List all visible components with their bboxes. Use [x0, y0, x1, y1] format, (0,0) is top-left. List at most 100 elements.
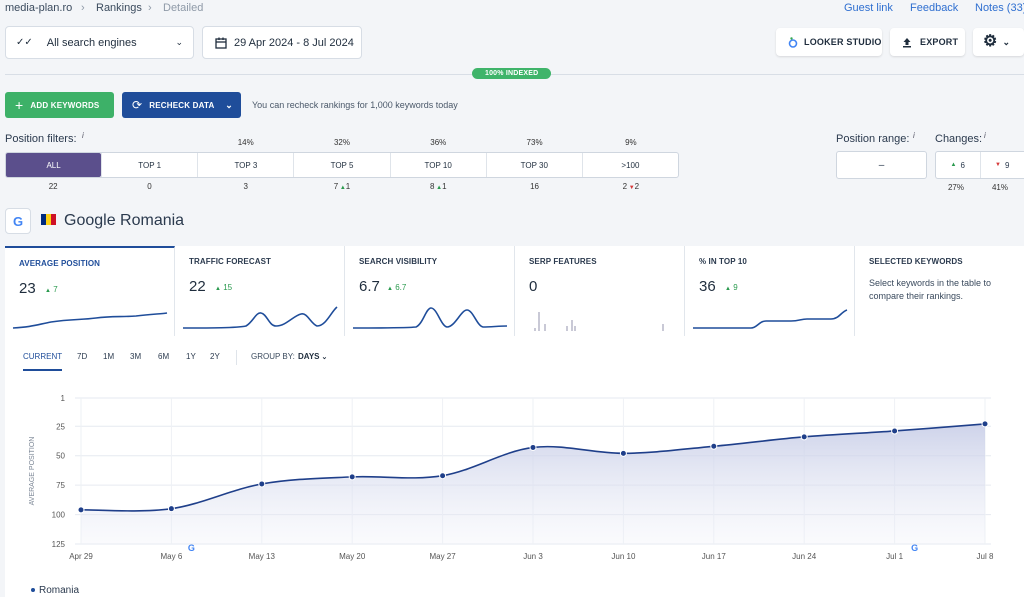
metric-serp-features[interactable]: SERP FEATURES 0 — [515, 246, 685, 336]
chevron-down-icon: ⌄ — [175, 37, 183, 47]
period-tab-6m[interactable]: 6M — [158, 352, 170, 361]
active-tab-underline — [23, 369, 62, 371]
data-point[interactable] — [348, 473, 356, 481]
metric-search-visibility[interactable]: SEARCH VISIBILITY 6.7 ▲ 6.7 — [345, 246, 515, 336]
feedback-link[interactable]: Feedback — [910, 2, 959, 14]
metrics-row: AVERAGE POSITION 23 ▲ 7 TRAFFIC FORECAST… — [5, 246, 1024, 336]
arrow-down-icon: ▼ — [995, 162, 1001, 168]
group-by-label: GROUP BY: — [251, 352, 295, 361]
period-tab-3m[interactable]: 3M — [130, 352, 142, 361]
recheck-data-button[interactable]: ⟳ RECHECK DATA ⌄ — [122, 92, 241, 118]
selected-keywords-panel: SELECTED KEYWORDS Select keywords in the… — [855, 246, 1024, 336]
metric-sparkline — [352, 307, 508, 329]
data-point[interactable] — [710, 442, 718, 450]
position-range-input[interactable]: – — [836, 151, 927, 179]
metric-percent-top10[interactable]: % IN TOP 10 36 ▲ 9 — [685, 246, 855, 336]
notes-link[interactable]: Notes (33) — [975, 2, 1024, 14]
position-filter-100[interactable]: >100 — [581, 153, 678, 177]
changes-down-filter[interactable]: ▼ 9 — [981, 152, 1024, 178]
period-tab-1y[interactable]: 1Y — [186, 352, 196, 361]
y-tick-label: 1 — [61, 394, 66, 403]
engine-title: Google Romania — [64, 212, 185, 229]
data-point[interactable] — [529, 443, 537, 451]
x-tick-label: May 13 — [249, 552, 276, 561]
position-filter-top5[interactable]: TOP 5 — [293, 153, 389, 177]
google-update-icon[interactable]: G — [911, 543, 918, 553]
data-point[interactable] — [891, 427, 899, 435]
breadcrumb-separator-icon: › — [81, 2, 85, 14]
data-point[interactable] — [800, 433, 808, 441]
position-filter-count: 8 ▲1 — [418, 182, 458, 191]
double-check-icon: ✓✓ — [16, 37, 33, 48]
breadcrumb-project[interactable]: media-plan.ro — [5, 2, 73, 14]
looker-studio-button[interactable]: LOOKER STUDIO — [776, 28, 882, 56]
google-update-icon[interactable]: G — [188, 543, 195, 553]
guest-link[interactable]: Guest link — [844, 2, 893, 14]
looker-studio-icon — [788, 36, 798, 48]
refresh-icon: ⟳ — [132, 98, 143, 112]
y-tick-label: 75 — [56, 481, 65, 490]
group-by-select[interactable]: DAYS ⌄ — [298, 352, 327, 361]
position-filter-count-value: 2 — [622, 182, 628, 191]
data-point[interactable] — [981, 420, 989, 428]
position-filter-percent: 9% — [625, 138, 637, 147]
position-filter-delta: 2 — [634, 182, 640, 191]
period-tab-current[interactable]: CURRENT — [23, 352, 63, 361]
changes-up-filter[interactable]: ▲ 6 — [936, 152, 981, 178]
data-point[interactable] — [77, 506, 85, 514]
export-button[interactable]: EXPORT — [890, 28, 965, 56]
position-filter-top10[interactable]: TOP 10 — [389, 153, 486, 177]
position-filter-label: TOP 10 — [424, 160, 452, 170]
metric-value: 23 — [19, 280, 36, 297]
metric-title: SEARCH VISIBILITY — [359, 257, 438, 266]
period-tab-7d[interactable]: 7D — [77, 352, 88, 361]
metric-traffic-forecast[interactable]: TRAFFIC FORECAST 22 ▲ 15 — [175, 246, 345, 336]
position-filter-count-value: 0 — [147, 182, 152, 191]
group-by-value: DAYS — [298, 352, 320, 361]
position-filter-top1[interactable]: TOP 1 — [101, 153, 197, 177]
add-keywords-label: ADD KEYWORDS — [30, 100, 100, 110]
date-range-picker[interactable]: 29 Apr 2024 - 8 Jul 2024 — [202, 26, 362, 59]
metric-average-position[interactable]: AVERAGE POSITION 23 ▲ 7 — [5, 246, 175, 336]
position-filter-top30[interactable]: TOP 30 — [485, 153, 582, 177]
metric-sparkline — [182, 306, 338, 329]
info-icon[interactable]: i — [82, 131, 84, 140]
x-tick-label: Jun 3 — [523, 552, 543, 561]
changes-down-percent: 41% — [991, 183, 1008, 192]
selected-keywords-hint: Select keywords in the table to compare … — [869, 278, 992, 301]
info-icon[interactable]: i — [984, 131, 986, 140]
romania-flag-icon — [41, 214, 56, 225]
breadcrumb-section[interactable]: Rankings — [96, 2, 142, 14]
x-tick-label: May 27 — [429, 552, 456, 561]
legend-dot — [31, 588, 35, 592]
settings-menu-button[interactable]: ⚙ ⌄ — [973, 28, 1024, 56]
period-tab-2y[interactable]: 2Y — [210, 352, 220, 361]
metric-value: 22 — [189, 278, 206, 295]
data-point[interactable] — [439, 472, 447, 480]
data-point[interactable] — [167, 505, 175, 513]
data-point[interactable] — [619, 449, 627, 457]
position-filter-delta: 1 — [345, 182, 351, 191]
search-engines-select[interactable]: ✓✓ All search engines ⌄ — [5, 26, 194, 59]
position-filter-top3[interactable]: TOP 3 — [197, 153, 293, 177]
position-filter-label: TOP 3 — [234, 160, 258, 170]
position-filter-label: TOP 30 — [520, 160, 548, 170]
add-keywords-button[interactable]: + ADD KEYWORDS — [5, 92, 114, 118]
legend-romania[interactable]: Romania — [39, 585, 80, 596]
metric-delta: ▲ 9 — [725, 283, 738, 292]
data-point[interactable] — [258, 480, 266, 488]
chevron-down-icon: ⌄ — [225, 99, 233, 110]
x-tick-label: May 6 — [161, 552, 183, 561]
period-tab-1m[interactable]: 1M — [103, 352, 115, 361]
position-filter-all[interactable]: ALL — [6, 153, 102, 177]
position-filter-count-value: 16 — [530, 182, 540, 191]
info-icon[interactable]: i — [913, 131, 915, 140]
position-filter-group: ALL TOP 1 TOP 3 TOP 5 TOP 10 TOP 30 >100 — [5, 152, 679, 178]
x-tick-label: Apr 29 — [69, 552, 93, 561]
position-filter-count: 7 ▲1 — [322, 182, 362, 191]
metric-sparkline — [693, 309, 848, 329]
position-filter-label: >100 — [621, 160, 640, 170]
x-tick-label: Jun 24 — [792, 552, 817, 561]
position-range-label: Position range: — [836, 133, 910, 145]
